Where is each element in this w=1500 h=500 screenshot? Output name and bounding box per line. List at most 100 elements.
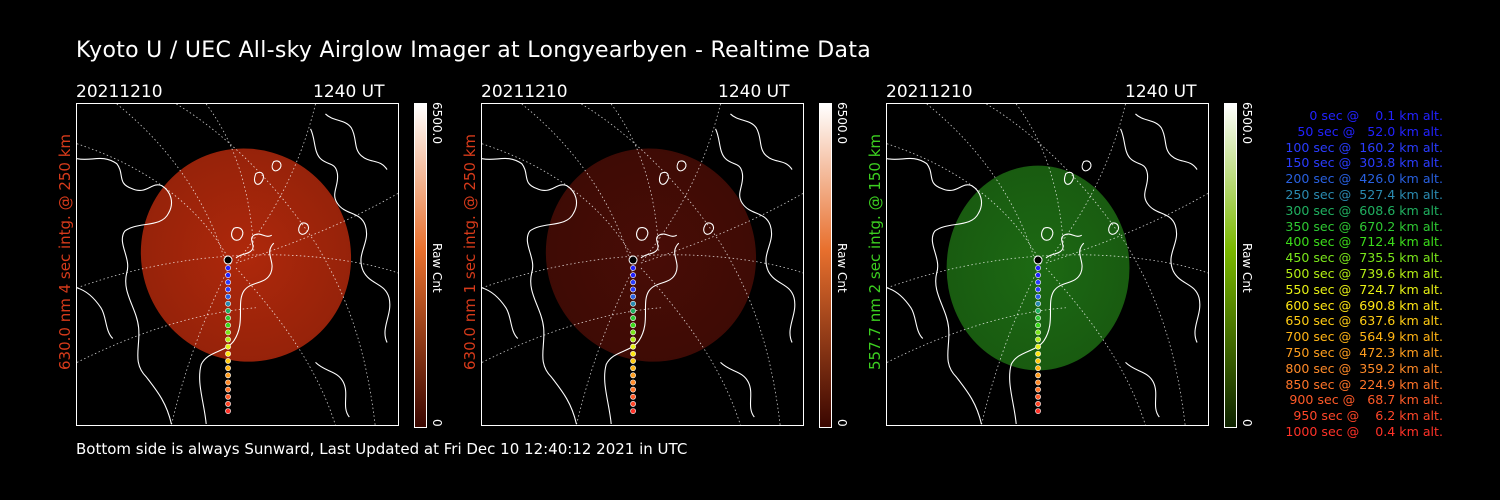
panel-2-cbar-max: 6500.0	[835, 102, 849, 144]
panel-3-date: 20211210	[886, 82, 973, 102]
panel-1-image	[76, 103, 399, 426]
track-point	[630, 322, 636, 329]
track-point	[225, 286, 231, 293]
station-marker	[1033, 255, 1043, 265]
coastline	[1041, 227, 1054, 241]
coastline	[1045, 233, 1083, 259]
track-point	[225, 293, 231, 300]
panel-3-image	[886, 103, 1209, 426]
track-point	[1035, 279, 1041, 286]
track-point	[630, 265, 636, 271]
coastline	[231, 227, 244, 241]
track-point	[630, 286, 636, 293]
panel-2-image	[481, 103, 804, 426]
legend-entry: 400 sec @ 712.4 km alt.	[1281, 234, 1443, 250]
coastline	[77, 287, 114, 339]
track-point	[1035, 315, 1041, 321]
track-point	[630, 315, 636, 321]
grid-line	[887, 307, 1066, 363]
panel-1-cbar-min: 0	[430, 419, 444, 427]
track-point	[225, 336, 231, 343]
coastline	[1081, 160, 1092, 172]
panel-2-sky-map	[482, 104, 803, 425]
legend-entry: 950 sec @ 6.2 km alt.	[1289, 408, 1443, 424]
track-point	[225, 386, 231, 393]
grid-line	[1015, 104, 1065, 254]
track-point	[630, 350, 636, 357]
coastline	[720, 362, 755, 418]
legend-entry: 0 sec @ 0.1 km alt.	[1297, 108, 1443, 123]
grid-line	[205, 104, 255, 254]
track-point	[630, 329, 636, 336]
legend-entry: 900 sec @ 68.7 km alt.	[1285, 392, 1443, 408]
coastline	[77, 157, 173, 425]
track-point	[225, 308, 231, 314]
coastline	[1064, 171, 1074, 185]
track-point	[225, 322, 231, 329]
coastline	[482, 287, 519, 339]
legend-entry: 550 sec @ 724.7 km alt.	[1281, 281, 1443, 297]
grid-line	[1045, 104, 1126, 264]
coastline	[271, 160, 282, 172]
grid-line	[235, 104, 316, 264]
track-point	[1035, 329, 1041, 336]
grid-line	[482, 307, 661, 363]
panel-3-time: 1240 UT	[1125, 82, 1197, 102]
sky-image	[545, 148, 757, 362]
track-point	[1035, 343, 1041, 350]
panel-1-cbar-label: Raw Cnt	[430, 243, 444, 293]
track-point	[630, 272, 636, 279]
track-point	[225, 329, 231, 336]
panel-3-cbar-max: 6500.0	[1240, 102, 1254, 144]
track-point	[1035, 408, 1041, 414]
track-point	[630, 343, 636, 350]
grid-line	[235, 193, 398, 264]
track-point	[1035, 286, 1041, 293]
panel-1-colorbar	[414, 103, 427, 428]
legend-entry: 1000 sec @ 0.4 km alt.	[1285, 423, 1443, 439]
coastline	[325, 113, 388, 170]
track-point	[630, 379, 636, 386]
grid-line	[640, 193, 803, 264]
track-point	[225, 265, 231, 271]
track-point	[630, 401, 636, 407]
track-point	[1035, 358, 1041, 364]
track-point	[630, 393, 636, 400]
track-point	[630, 358, 636, 364]
track-point	[630, 372, 636, 379]
track-point	[1035, 365, 1041, 372]
coastline	[703, 222, 715, 235]
legend-entry: 150 sec @ 303.8 km alt.	[1281, 155, 1443, 171]
track-point	[1035, 336, 1041, 343]
panel-2-cbar-min: 0	[835, 419, 849, 427]
grid-line	[1045, 193, 1208, 264]
track-point	[225, 358, 231, 364]
track-point	[225, 379, 231, 386]
panel-2-date: 20211210	[481, 82, 568, 102]
legend-entry: 450 sec @ 735.5 km alt.	[1281, 250, 1443, 266]
track-point	[225, 393, 231, 400]
coastline	[315, 362, 350, 418]
coastline	[1135, 113, 1198, 170]
coastline	[715, 128, 796, 343]
panel-1-sky-map	[77, 104, 398, 425]
coastline	[235, 233, 273, 259]
coastline	[1108, 222, 1120, 235]
grid-line	[77, 307, 256, 363]
track-point	[1035, 372, 1041, 379]
grid-line	[1045, 267, 1146, 425]
coastline	[1009, 242, 1085, 425]
track-point	[225, 372, 231, 379]
legend-entry: 500 sec @ 739.6 km alt.	[1281, 265, 1443, 281]
track-point	[225, 300, 231, 307]
track-point	[225, 401, 231, 407]
coastline	[298, 222, 310, 235]
track-point	[630, 300, 636, 307]
panel-1-cbar-max: 6500.0	[430, 102, 444, 144]
sky-image	[140, 148, 352, 362]
legend-entry: 350 sec @ 670.2 km alt.	[1281, 218, 1443, 234]
coastline	[482, 157, 578, 425]
track-point	[1035, 386, 1041, 393]
panel-3-cbar-label: Raw Cnt	[1240, 243, 1254, 293]
track-point	[225, 272, 231, 279]
